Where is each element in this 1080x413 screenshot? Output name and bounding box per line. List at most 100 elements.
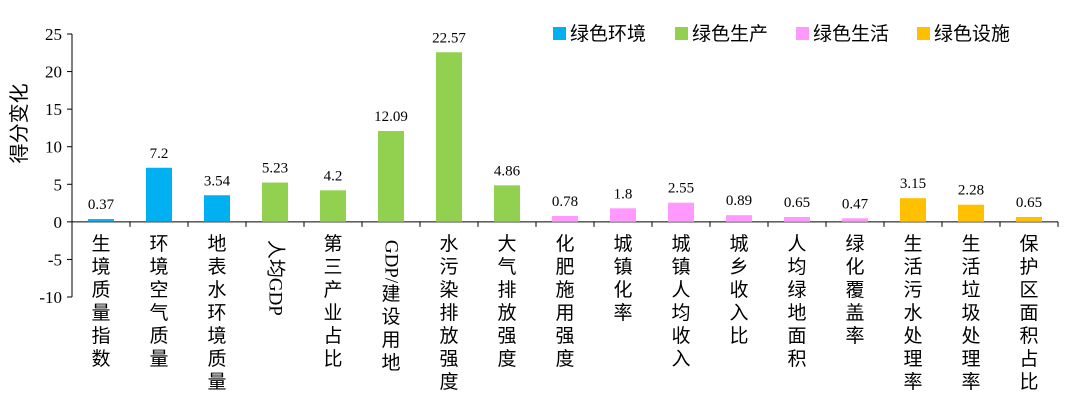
y-tick-label: -10 <box>39 288 62 307</box>
category-label-char: 镇 <box>671 256 690 278</box>
legend-label: 绿色生产 <box>692 23 768 45</box>
category-label-char: 境 <box>207 325 226 347</box>
category-label-char: 比 <box>729 325 748 347</box>
data-label: 7.2 <box>150 146 169 162</box>
category-label-char: 处 <box>961 325 980 347</box>
legend-label: 绿色生活 <box>813 23 889 45</box>
category-label-text: GDP/ <box>381 240 402 284</box>
data-label: 22.57 <box>432 30 466 46</box>
category-label-char: 境 <box>91 256 110 278</box>
legend-item: 绿色环境 <box>553 23 646 45</box>
data-label: 4.2 <box>324 168 343 184</box>
category-label-char: 城 <box>613 233 632 255</box>
category-label-char: 镇 <box>613 256 632 278</box>
category-label-char: 比 <box>323 348 342 370</box>
category-label-char: 质 <box>149 325 168 347</box>
category-label-char: 污 <box>439 256 458 278</box>
category-label-text: 人均GDP <box>265 240 287 316</box>
legend-swatch <box>917 27 930 40</box>
data-label: 0.65 <box>1016 195 1042 211</box>
category-label-char: 占 <box>323 325 342 347</box>
category-label-char: 水 <box>207 279 226 301</box>
category-label-char: 地 <box>207 233 226 255</box>
legend-label: 绿色环境 <box>570 23 646 45</box>
category-label-char: 强 <box>497 325 516 347</box>
data-label: 5.23 <box>262 161 288 177</box>
data-label: 0.37 <box>88 197 115 213</box>
category-label-char: 圾 <box>961 302 980 324</box>
category-label-char: 用 <box>555 302 574 324</box>
category-label-char: 地 <box>787 302 806 324</box>
bar <box>784 216 810 222</box>
category-label-char: 占 <box>1019 348 1038 370</box>
category-label-char: 用 <box>381 329 400 351</box>
y-tick-label: -5 <box>48 250 62 269</box>
category-label-char: 化 <box>613 279 632 301</box>
category-label-char: 环 <box>149 233 168 255</box>
data-label: 4.86 <box>494 163 521 179</box>
bar <box>552 215 578 222</box>
category-label-char: 染 <box>439 279 458 301</box>
category-label-char: 质 <box>91 279 110 301</box>
category-label-char: 建 <box>381 283 400 305</box>
category-label-char: 地 <box>381 352 400 374</box>
category-label-char: 水 <box>903 302 922 324</box>
category-label-char: 度 <box>497 348 516 370</box>
data-label: 3.54 <box>204 173 231 189</box>
bar <box>494 185 520 222</box>
category-label-char: 绿 <box>787 279 806 301</box>
category-label-char: 污 <box>903 279 922 301</box>
bar <box>726 215 752 222</box>
category-label-char: 收 <box>671 325 690 347</box>
category-label-char: 生 <box>91 233 110 255</box>
category-label-char: 质 <box>207 348 226 370</box>
data-label: 3.15 <box>900 176 926 192</box>
category-label-char: 产 <box>323 279 342 301</box>
legend-label: 绿色设施 <box>934 23 1010 45</box>
category-label-char: 度 <box>439 371 458 393</box>
category-label-char: 入 <box>671 348 690 370</box>
bar <box>262 182 288 222</box>
category-label-char: 乡 <box>729 256 748 278</box>
category-label-char: 入 <box>729 302 748 324</box>
bar <box>320 190 346 222</box>
category-label-char: 空 <box>149 279 168 301</box>
category-label-char: 化 <box>555 233 574 255</box>
category-label-char: 环 <box>207 302 226 324</box>
data-label: 12.09 <box>374 109 408 125</box>
category-label-char: 第 <box>323 233 342 255</box>
category-label-char: 盖 <box>845 302 864 324</box>
category-label-char: 排 <box>497 279 516 301</box>
category-label-char: 活 <box>903 256 922 278</box>
legend-item: 绿色生产 <box>675 23 768 45</box>
category-label-char: 强 <box>555 325 574 347</box>
data-label: 0.65 <box>784 195 810 211</box>
category-label-char: 生 <box>903 233 922 255</box>
category-label-char: 指 <box>91 325 110 347</box>
category-label-char: 比 <box>1019 371 1038 393</box>
bar <box>900 198 926 222</box>
category-label-char: 人 <box>671 279 690 301</box>
category-label-char: 均 <box>787 256 806 278</box>
category-label-char: 气 <box>149 302 168 324</box>
bar <box>668 202 694 222</box>
y-tick-label: 20 <box>45 63 62 82</box>
bar <box>958 204 984 222</box>
value-labels: 0.37 7.2 3.54 5.23 4.2 12.09 22.57 4.86 0.78 1.8 2… <box>88 30 1042 213</box>
category-label-char: 城 <box>671 233 690 255</box>
category-label-char: 三 <box>323 256 342 278</box>
bar <box>842 218 868 222</box>
bar <box>204 195 230 222</box>
category-label-char: 理 <box>903 348 922 370</box>
category-label-char: 面 <box>1019 302 1038 324</box>
category-label-char: 表 <box>207 256 226 278</box>
